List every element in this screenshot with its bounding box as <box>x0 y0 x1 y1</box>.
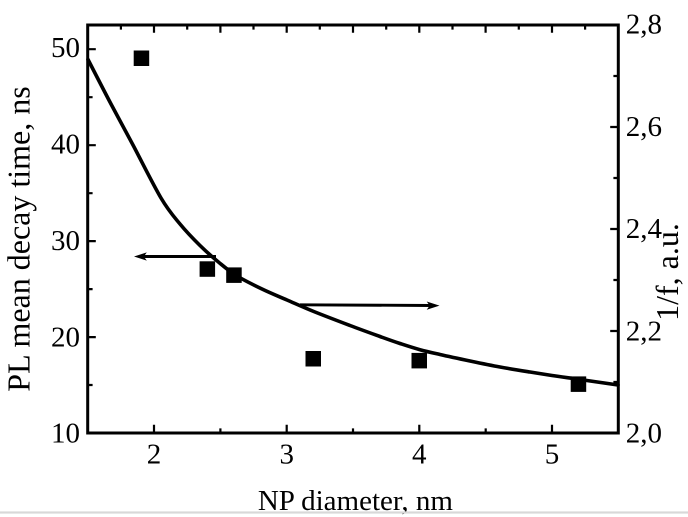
svg-text:5: 5 <box>545 439 560 471</box>
svg-text:40: 40 <box>51 128 80 160</box>
svg-text:PL mean decay time, ns: PL mean decay time, ns <box>0 86 36 391</box>
svg-text:20: 20 <box>51 321 80 353</box>
svg-text:2,4: 2,4 <box>626 213 663 245</box>
svg-text:2: 2 <box>147 439 162 471</box>
svg-text:3: 3 <box>279 439 294 471</box>
svg-text:2,6: 2,6 <box>626 111 662 143</box>
svg-text:1/f, a.u.: 1/f, a.u. <box>649 223 685 321</box>
svg-text:30: 30 <box>51 225 80 257</box>
svg-text:2,2: 2,2 <box>626 315 662 347</box>
svg-text:2,0: 2,0 <box>626 418 662 450</box>
svg-text:50: 50 <box>51 32 80 64</box>
svg-text:10: 10 <box>51 418 80 450</box>
svg-text:2,8: 2,8 <box>626 9 662 41</box>
svg-text:4: 4 <box>412 439 427 471</box>
